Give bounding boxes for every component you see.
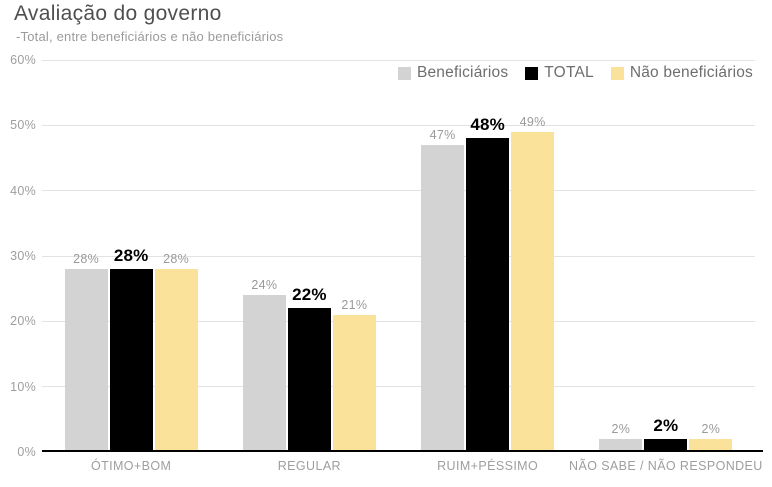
legend-label-nao-beneficiarios: Não beneficiários bbox=[629, 64, 753, 81]
x-axis-line bbox=[42, 450, 763, 452]
chart-subtitle: -Total, entre beneficiários e não benefi… bbox=[16, 29, 284, 44]
legend-label-total: TOTAL bbox=[544, 64, 594, 81]
legend-label-beneficiarios: Beneficiários bbox=[416, 64, 509, 81]
bar-nao-beneficiarios-otimo-bom bbox=[154, 269, 198, 452]
value-label-nao-beneficiarios-nao-sabe-nao-respondeu: 2% bbox=[701, 421, 721, 436]
y-tick-label-60: 60% bbox=[10, 53, 36, 67]
legend-item-nao-beneficiarios: Não beneficiários bbox=[610, 64, 753, 82]
legend-item-beneficiarios: Beneficiários bbox=[397, 64, 509, 82]
value-label-beneficiarios-nao-sabe-nao-respondeu: 2% bbox=[611, 421, 631, 436]
legend-swatch-nao-beneficiarios bbox=[610, 66, 624, 80]
category-label-nao-sabe-nao-respondeu: NÃO SABE / NÃO RESPONDEU bbox=[569, 459, 763, 473]
gridline-40 bbox=[42, 190, 755, 192]
bar-total-otimo-bom bbox=[109, 269, 153, 452]
bar-nao-beneficiarios-ruim-pessimo bbox=[511, 131, 555, 452]
category-label-ruim-pessimo: RUIM+PÉSSIMO bbox=[437, 459, 539, 473]
legend-swatch-total bbox=[525, 66, 539, 80]
value-label-beneficiarios-regular: 24% bbox=[251, 278, 278, 293]
bar-beneficiarios-nao-sabe-nao-respondeu bbox=[599, 438, 643, 452]
bar-total-nao-sabe-nao-respondeu bbox=[644, 438, 688, 452]
bar-total-regular bbox=[287, 308, 331, 452]
y-tick-label-10: 10% bbox=[10, 379, 36, 394]
bar-total-ruim-pessimo bbox=[466, 138, 510, 452]
bar-beneficiarios-otimo-bom bbox=[64, 269, 108, 452]
value-label-total-nao-sabe-nao-respondeu: 2% bbox=[653, 415, 679, 435]
bar-nao-beneficiarios-nao-sabe-nao-respondeu bbox=[689, 438, 733, 452]
value-label-nao-beneficiarios-ruim-pessimo: 49% bbox=[519, 114, 546, 129]
bar-nao-beneficiarios-regular bbox=[332, 314, 376, 452]
category-label-regular: REGULAR bbox=[277, 459, 341, 473]
y-tick-label-50: 50% bbox=[10, 118, 36, 133]
y-tick-label-20: 20% bbox=[10, 314, 36, 329]
gridline-20 bbox=[42, 320, 755, 322]
plot-area: ÓTIMO+BOM 28% 28% 28% REGULAR 24% 22% 21% RUIM+P… bbox=[42, 59, 763, 473]
value-label-beneficiarios-ruim-pessimo: 47% bbox=[429, 127, 456, 142]
legend-swatch-beneficiarios bbox=[397, 66, 411, 80]
value-label-total-otimo-bom: 28% bbox=[113, 246, 149, 266]
gridline-60 bbox=[42, 59, 755, 61]
category-label-otimo-bom: ÓTIMO+BOM bbox=[90, 459, 172, 473]
legend-item-total: TOTAL bbox=[525, 64, 594, 82]
value-label-nao-beneficiarios-regular: 21% bbox=[341, 297, 368, 312]
value-label-beneficiarios-otimo-bom: 28% bbox=[73, 252, 100, 267]
gridline-30 bbox=[42, 255, 755, 257]
value-label-nao-beneficiarios-otimo-bom: 28% bbox=[163, 252, 190, 267]
y-axis-labels: 0% 10% 20% 30% 40% 50% 60% bbox=[0, 53, 36, 459]
gridline-10 bbox=[42, 386, 755, 388]
bar-beneficiarios-ruim-pessimo bbox=[421, 144, 465, 452]
bar-beneficiarios-regular bbox=[242, 295, 286, 452]
value-label-total-regular: 22% bbox=[292, 285, 327, 305]
y-tick-label-30: 30% bbox=[10, 249, 36, 263]
chart-title: Avaliação do governo bbox=[14, 2, 222, 25]
legend: Beneficiários TOTAL Não beneficiários bbox=[397, 64, 753, 82]
y-tick-label-0: 0% bbox=[17, 445, 36, 459]
value-label-total-ruim-pessimo: 48% bbox=[470, 115, 505, 135]
gridline-50 bbox=[42, 124, 755, 126]
y-tick-label-40: 40% bbox=[10, 183, 36, 198]
